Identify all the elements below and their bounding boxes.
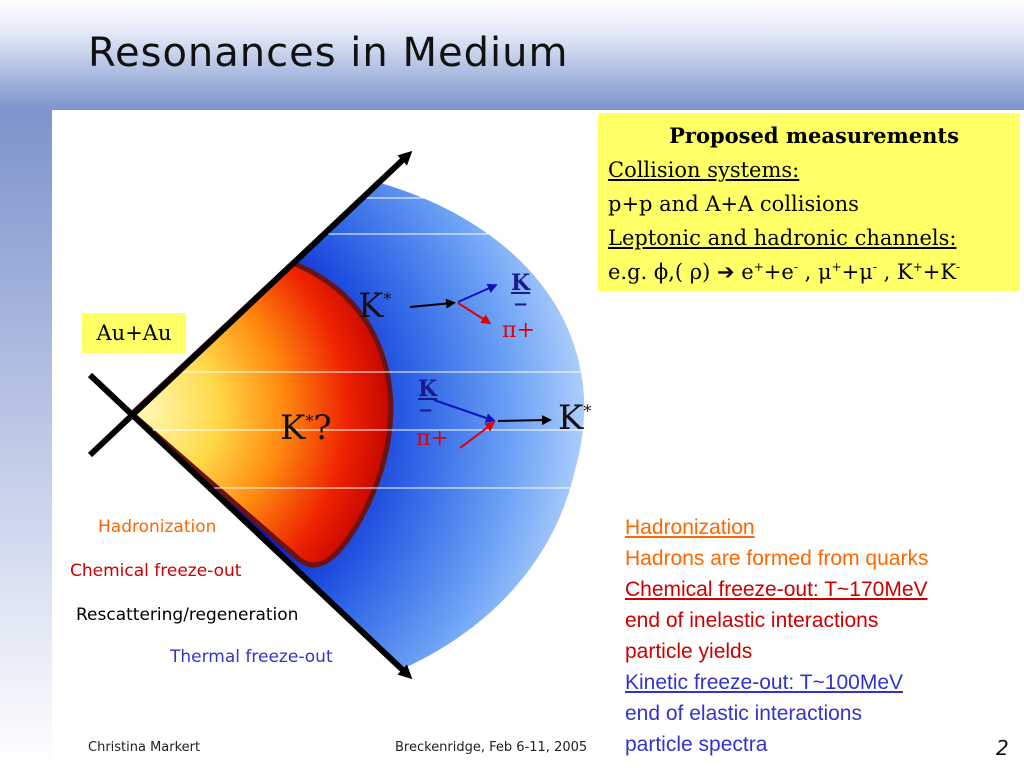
- kaon-minus-lower: −: [418, 400, 434, 421]
- kaon-symbol: K: [940, 260, 957, 284]
- stage-rescattering: Rescattering/regeneration: [76, 605, 299, 625]
- kaon-label-lower: K: [418, 376, 438, 402]
- stage-hadronization: Hadronization: [98, 517, 217, 537]
- kstar-label-upper: K*: [358, 286, 391, 326]
- phi-symbol: ϕ: [653, 260, 669, 284]
- sidebar-band: [0, 110, 52, 768]
- kstar-text: K: [558, 398, 584, 438]
- proposed-measurements-box: Proposed measurements Collision systems:…: [598, 113, 1020, 291]
- kstar-text: K: [280, 408, 306, 448]
- pion-arrow-upper: [457, 302, 492, 325]
- kaon-symbol: K: [897, 260, 913, 284]
- lightcone-upper-axis: [87, 150, 413, 458]
- kaon-minus-upper: −: [513, 294, 529, 315]
- kaon-label-upper: K: [511, 270, 531, 296]
- kstar-label-right: K*: [558, 398, 591, 438]
- question-mark: ?: [313, 408, 332, 448]
- explanation-line: Kinetic freeze-out: T~100MeV: [625, 671, 904, 694]
- kstar-regen-arrow: [497, 415, 552, 426]
- kaon-arrow-upper: [457, 283, 498, 303]
- muon-symbol: μ: [817, 260, 832, 284]
- channels-label: Leptonic and hadronic channels:: [608, 226, 957, 250]
- pion-arrow-lower: [459, 421, 496, 449]
- kstar-sup: *: [383, 289, 392, 309]
- explanation-line: end of inelastic interactions: [625, 609, 879, 632]
- explanation-line: Hadrons are formed from quarks: [625, 547, 929, 570]
- explanation-line: Hadronization: [625, 516, 755, 539]
- muon-symbol: μ: [859, 260, 873, 284]
- kstar-sup: *: [305, 411, 314, 431]
- kaon-arrow-lower: [433, 399, 496, 423]
- stage-thermal-freezeout: Thermal freeze-out: [170, 647, 333, 667]
- electron-symbol: e: [741, 260, 754, 284]
- system-label-box: Au+Au: [82, 313, 186, 353]
- header-band: [0, 0, 1024, 110]
- arrow-icon: ➔: [717, 260, 735, 284]
- footer-author: Christina Markert: [88, 740, 201, 755]
- pion-label-lower: π+: [416, 426, 449, 451]
- medium-region: [130, 180, 620, 670]
- explanation-list: Hadronization Hadrons are formed from qua…: [625, 512, 1021, 760]
- explanation-line: end of elastic interactions: [625, 702, 862, 725]
- collision-systems-value: p+p and A+A collisions: [608, 192, 859, 216]
- explanation-line: particle spectra: [625, 733, 768, 756]
- kstar-out-arrow: [409, 298, 456, 309]
- explanation-line: Chemical freeze-out: T~170MeV: [625, 578, 928, 601]
- fireball: [130, 259, 394, 568]
- proposed-heading: Proposed measurements: [669, 123, 959, 148]
- rho-symbol: ,( ρ): [668, 260, 717, 284]
- stage-chemical-freezeout: Chemical freeze-out: [70, 561, 242, 581]
- kstar-text: K: [358, 286, 384, 326]
- lightcone-lower-axis: [87, 372, 413, 680]
- slide-title: Resonances in Medium: [88, 30, 569, 76]
- example-prefix: e.g.: [608, 260, 654, 284]
- footer-event: Breckenridge, Feb 6-11, 2005: [395, 740, 588, 755]
- pion-label-upper: π+: [502, 318, 535, 343]
- collision-systems-label: Collision systems:: [608, 158, 800, 182]
- kstar-question-label: K*?: [280, 408, 332, 448]
- channels-example: e.g. ϕ,( ρ) ➔ e++e- , μ++μ- , K++K-: [608, 260, 961, 284]
- kstar-sup: *: [583, 401, 592, 421]
- explanation-line: particle yields: [625, 640, 753, 663]
- page-number: 2: [996, 736, 1009, 760]
- electron-symbol: e: [781, 260, 794, 284]
